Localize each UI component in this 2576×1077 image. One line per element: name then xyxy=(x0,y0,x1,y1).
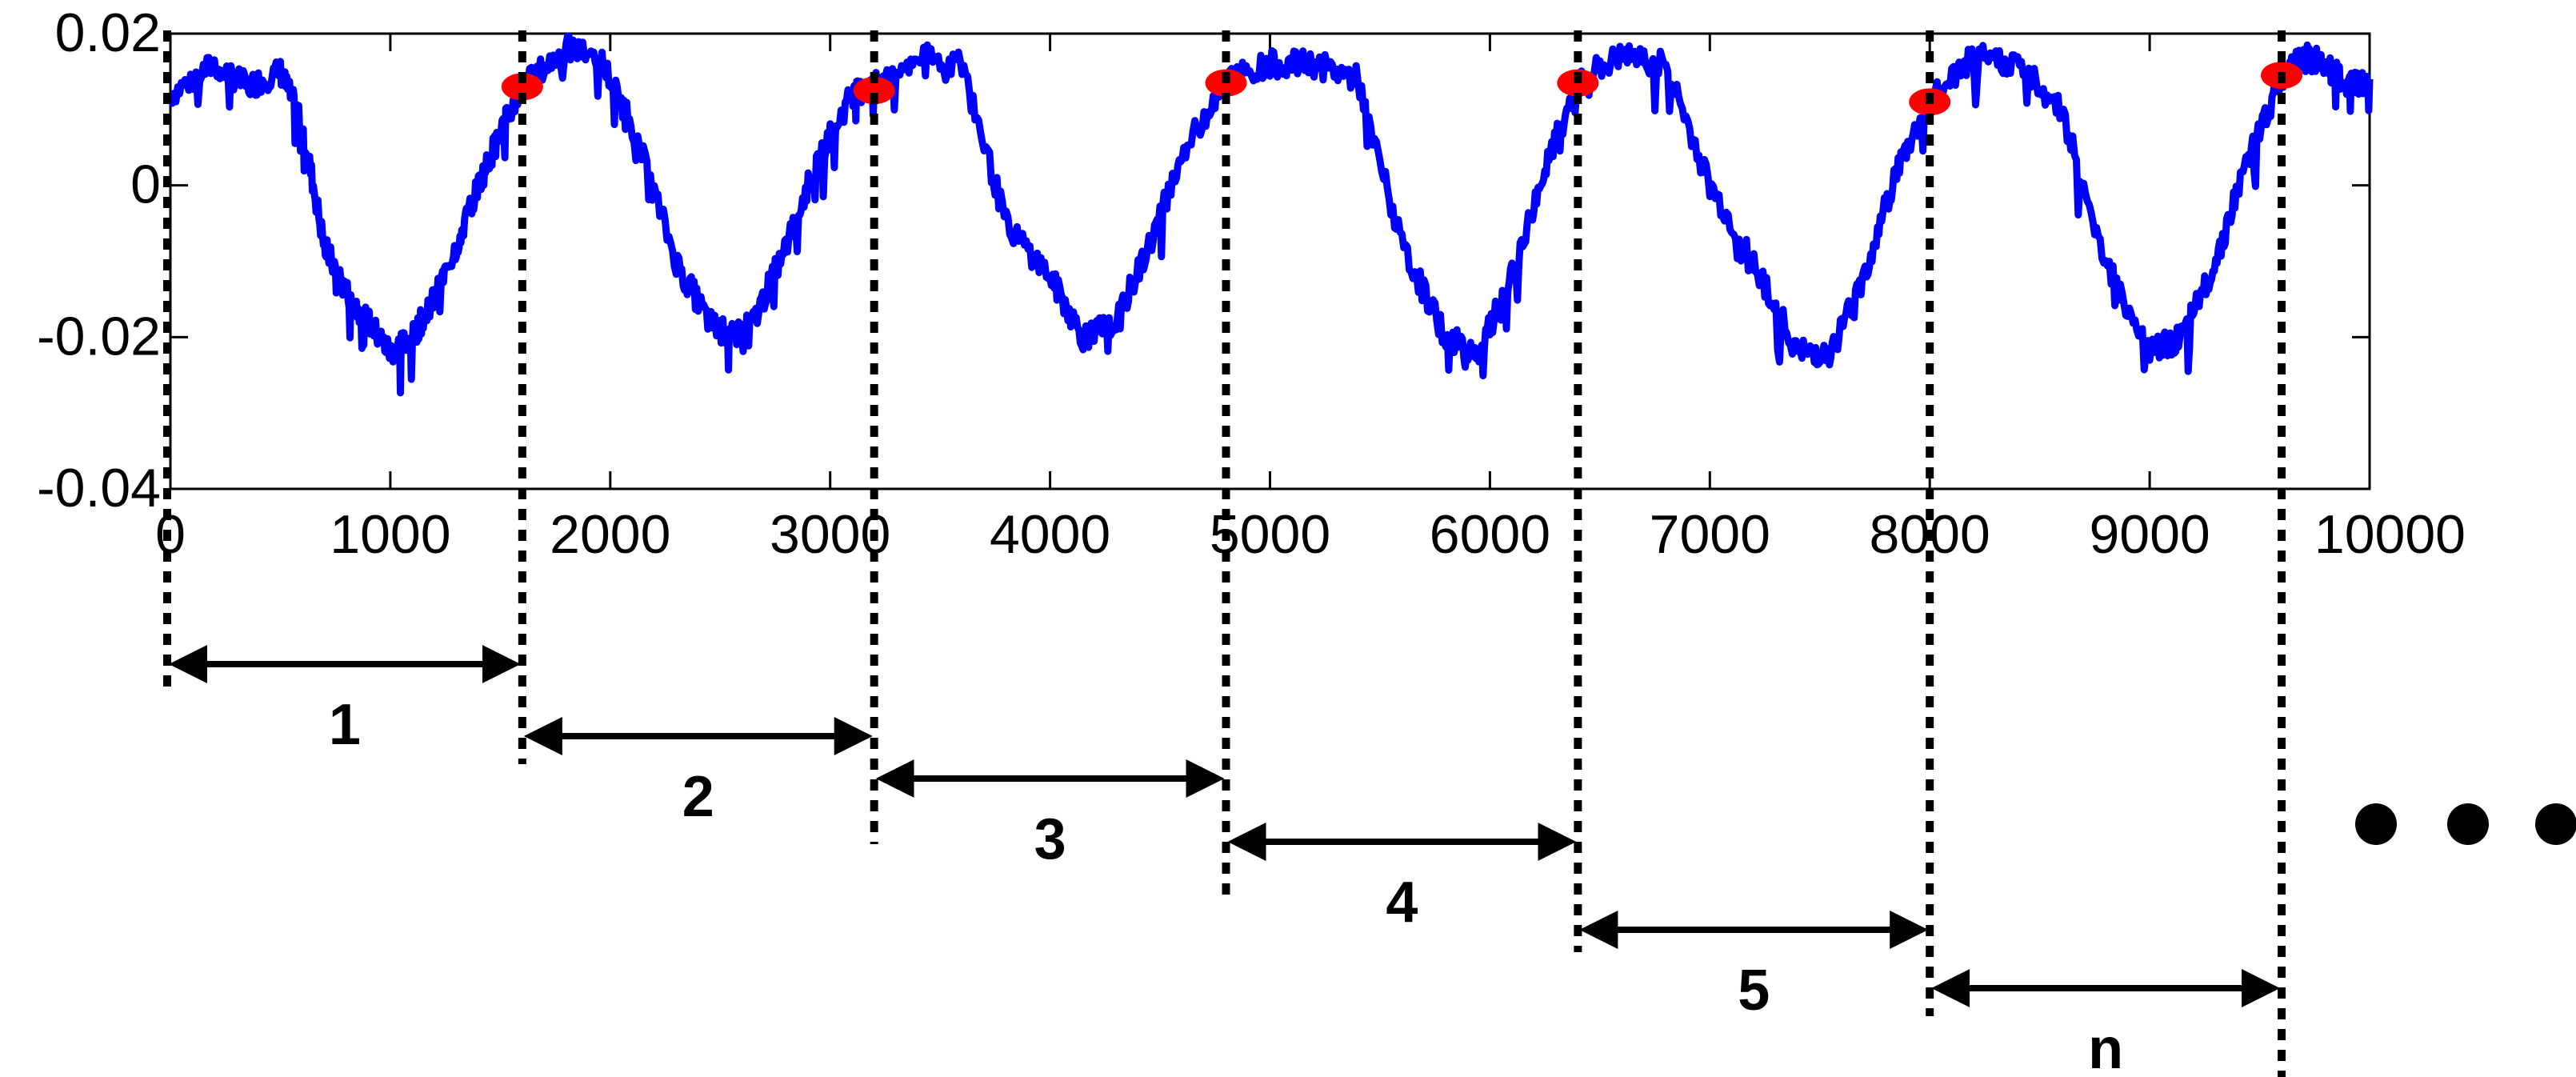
segment-label: 1 xyxy=(329,693,361,757)
segment-label: 2 xyxy=(682,765,714,829)
x-tick-label: 10000 xyxy=(2314,504,2466,565)
x-tick-label: 2000 xyxy=(550,504,670,565)
continuation-dot xyxy=(2447,803,2489,845)
x-tick-label: 4000 xyxy=(990,504,1110,565)
segment-boundary-lines xyxy=(163,30,2286,1077)
plot-frame xyxy=(169,32,2371,490)
signal-line xyxy=(166,32,2374,397)
x-tick-label: 1000 xyxy=(330,504,450,565)
segment-label: 4 xyxy=(1386,871,1418,935)
y-tick-label: 0 xyxy=(130,154,161,215)
x-tick-label: 9000 xyxy=(2089,504,2210,565)
y-axis-ticks: 0.02 0 -0.02 -0.04 xyxy=(37,2,2370,518)
segment-arrows: 1 2 3 4 5 n xyxy=(169,645,2281,1077)
y-tick-label: 0.02 xyxy=(55,2,161,63)
segment-label: 3 xyxy=(1034,807,1066,871)
x-axis-ticks: 0100020003000400050006000700080009000100… xyxy=(155,34,2466,565)
continuation-dot xyxy=(2355,803,2397,845)
continuation-dots xyxy=(2355,803,2576,845)
x-tick-label: 7000 xyxy=(1650,504,1770,565)
cycle-marker xyxy=(853,77,895,105)
continuation-dot xyxy=(2535,803,2576,845)
segment-label: 5 xyxy=(1738,959,1770,1023)
y-tick-label: -0.04 xyxy=(37,458,161,518)
segment-label: n xyxy=(2088,1017,2123,1077)
y-tick-label: -0.02 xyxy=(37,306,161,366)
x-tick-label: 6000 xyxy=(1430,504,1550,565)
cycle-marker xyxy=(501,73,543,101)
